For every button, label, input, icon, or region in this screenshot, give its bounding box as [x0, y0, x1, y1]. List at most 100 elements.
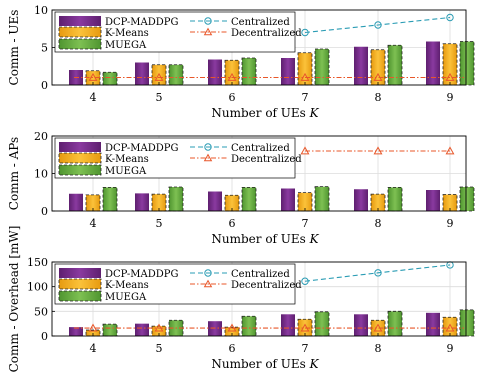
bar-k-means-7 — [297, 192, 313, 212]
x-tick-label: 8 — [375, 342, 382, 355]
point-decentralized-2 — [227, 72, 237, 81]
legend-swatch-muega — [58, 164, 102, 176]
bar-muega-6 — [241, 57, 257, 86]
point-decentralized-1 — [154, 323, 164, 332]
bar-dcp-maddpg-5 — [135, 193, 149, 211]
point-decentralized-3 — [300, 72, 310, 81]
y-tick-label: 20 — [34, 130, 48, 143]
y-tick-label: 5 — [41, 42, 48, 55]
y-tick-label: 10 — [34, 168, 48, 181]
y-tick-label: 50 — [34, 305, 48, 318]
y-axis-label: Comm - Overhead [mW] — [7, 226, 21, 373]
legend-label-k-means: K-Means — [105, 280, 149, 291]
legend-label-dcp-maddpg: DCP-MADDPG — [105, 269, 178, 280]
legend-swatch-muega — [58, 290, 102, 302]
legend-label-decentralized: Decentralized — [231, 154, 302, 165]
x-tick-label: 4 — [90, 342, 97, 355]
series-line-centralized — [304, 16, 451, 34]
y-tick-label: 10 — [34, 4, 48, 17]
point-decentralized-5 — [445, 72, 455, 81]
bar-muega-7 — [314, 186, 330, 212]
bar-muega-7 — [314, 311, 330, 337]
x-tick-label: 9 — [447, 217, 454, 230]
legend-label-centralized: Centralized — [231, 17, 290, 28]
legend-label-centralized: Centralized — [231, 269, 290, 280]
point-decentralized-1 — [373, 146, 383, 155]
x-tick-label: 6 — [229, 91, 236, 104]
axes-frame — [51, 261, 467, 337]
point-centralized-0 — [301, 277, 309, 285]
bar-muega-9 — [459, 309, 475, 337]
legend-swatch-k-means — [58, 278, 102, 290]
y-tick-label: 0 — [41, 205, 48, 218]
x-tick-label: 7 — [302, 217, 309, 230]
point-decentralized-4 — [373, 323, 383, 332]
bar-muega-5 — [168, 64, 184, 86]
legend-label-muega: MUEGA — [105, 40, 147, 51]
bar-dcp-maddpg-5 — [135, 323, 149, 336]
point-decentralized-0 — [88, 72, 98, 81]
legend-marker-centralized — [204, 17, 212, 25]
bar-dcp-maddpg-7 — [281, 314, 295, 336]
point-centralized-1 — [374, 269, 382, 277]
point-decentralized-1 — [154, 72, 164, 81]
legend-label-muega: MUEGA — [105, 292, 147, 303]
bar-k-means-6 — [224, 59, 240, 86]
x-tick-label: 9 — [447, 91, 454, 104]
legend-label-k-means: K-Means — [105, 154, 149, 165]
bar-k-means-8 — [370, 49, 386, 86]
legend-label-centralized: Centralized — [231, 143, 290, 154]
x-tick-label: 6 — [229, 217, 236, 230]
bar-dcp-maddpg-4 — [69, 193, 83, 211]
point-decentralized-2 — [445, 146, 455, 155]
legend-marker-centralized — [204, 143, 212, 151]
x-axis-label-symbol: K — [309, 357, 320, 371]
bar-muega-6 — [241, 186, 257, 212]
legend-swatch-k-means — [58, 152, 102, 164]
x-tick-label: 4 — [90, 91, 97, 104]
point-decentralized-3 — [300, 323, 310, 332]
x-tick-label: 8 — [375, 217, 382, 230]
x-axis-label-text: Number of UEs — [211, 357, 309, 371]
x-axis-label-text: Number of UEs — [211, 232, 309, 246]
legend-label-k-means: K-Means — [105, 28, 149, 39]
x-tick-label: 7 — [302, 342, 309, 355]
bar-dcp-maddpg-9 — [426, 41, 440, 85]
legend-marker-decentralized — [203, 27, 213, 36]
legend-label-decentralized: Decentralized — [231, 28, 302, 39]
x-tick-label: 5 — [156, 91, 163, 104]
legend-swatch-dcp-maddpg — [59, 142, 101, 152]
bar-muega-4 — [102, 323, 118, 337]
y-tick-label: 100 — [27, 281, 48, 294]
bar-dcp-maddpg-6 — [208, 59, 222, 85]
bar-dcp-maddpg-6 — [208, 191, 222, 211]
legend-label-dcp-maddpg: DCP-MADDPG — [105, 17, 178, 28]
legend-label-dcp-maddpg: DCP-MADDPG — [105, 143, 178, 154]
bar-k-means-7 — [297, 52, 313, 86]
bar-dcp-maddpg-9 — [426, 190, 440, 211]
y-tick-label: 0 — [41, 330, 48, 343]
bar-muega-4 — [102, 71, 118, 86]
legend-marker-centralized — [204, 269, 212, 277]
bar-muega-8 — [387, 186, 403, 212]
x-axis-label-symbol: K — [309, 232, 320, 246]
chart-panel-2: 0 10 20 4 5 6 7 8 9 Number of UEs K Comm - APs DCP-… — [7, 130, 475, 246]
x-axis-label-symbol: K — [309, 106, 320, 120]
bar-dcp-maddpg-8 — [354, 314, 368, 336]
legend-marker-decentralized — [203, 153, 213, 162]
chart-panel-3: 0 50 100 150 4 5 6 7 8 9 Number of UEs K Comm - Ove… — [7, 226, 475, 373]
y-axis-label: Comm - APs — [7, 137, 21, 210]
bar-muega-7 — [314, 48, 330, 86]
x-axis-label: Number of UEs K — [211, 232, 319, 246]
chart-panel-1: 0 5 10 4 5 6 7 8 9 Number of UEs K Comm - UEs DCP-M… — [7, 4, 475, 120]
legend-swatch-muega — [58, 38, 102, 50]
bar-muega-5 — [168, 186, 184, 212]
legend-marker-decentralized — [203, 279, 213, 288]
legend-swatch-dcp-maddpg — [59, 268, 101, 278]
bar-muega-8 — [387, 310, 403, 337]
point-decentralized-5 — [445, 323, 455, 332]
point-centralized-1 — [374, 21, 382, 29]
